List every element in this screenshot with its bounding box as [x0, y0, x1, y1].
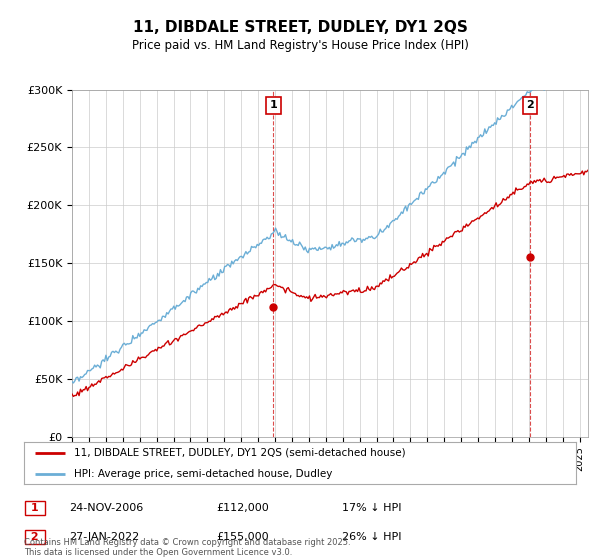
Text: HPI: Average price, semi-detached house, Dudley: HPI: Average price, semi-detached house,… — [74, 469, 332, 479]
Text: Contains HM Land Registry data © Crown copyright and database right 2025.
This d: Contains HM Land Registry data © Crown c… — [24, 538, 350, 557]
Text: 2: 2 — [526, 100, 534, 110]
Text: £155,000: £155,000 — [216, 532, 269, 542]
Text: £112,000: £112,000 — [216, 503, 269, 513]
Text: 27-JAN-2022: 27-JAN-2022 — [69, 532, 139, 542]
Text: 1: 1 — [269, 100, 277, 110]
Text: 11, DIBDALE STREET, DUDLEY, DY1 2QS (semi-detached house): 11, DIBDALE STREET, DUDLEY, DY1 2QS (sem… — [74, 448, 406, 458]
Text: 2: 2 — [27, 532, 43, 542]
Text: Price paid vs. HM Land Registry's House Price Index (HPI): Price paid vs. HM Land Registry's House … — [131, 39, 469, 52]
Text: 11, DIBDALE STREET, DUDLEY, DY1 2QS: 11, DIBDALE STREET, DUDLEY, DY1 2QS — [133, 20, 467, 35]
Text: 24-NOV-2006: 24-NOV-2006 — [69, 503, 143, 513]
Text: 26% ↓ HPI: 26% ↓ HPI — [342, 532, 401, 542]
Text: 17% ↓ HPI: 17% ↓ HPI — [342, 503, 401, 513]
Text: 1: 1 — [27, 503, 43, 513]
